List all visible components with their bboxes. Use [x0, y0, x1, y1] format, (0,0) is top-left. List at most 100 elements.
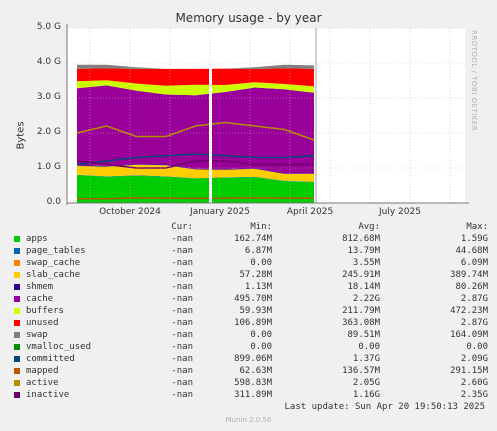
legend-cur: -nan	[171, 270, 193, 280]
legend-name: page_tables	[26, 246, 86, 256]
legend-row: buffers -nan 59.93M 211.79M 472.23M	[12, 306, 492, 318]
x-tick-label: October 2024	[99, 207, 161, 217]
legend-name: vmalloc_used	[26, 342, 92, 352]
legend-row: shmem -nan 1.13M 18.14M 80.26M	[12, 282, 492, 294]
legend-cur: -nan	[171, 294, 193, 304]
legend-row: committed -nan 899.06M 1.37G 2.09G	[12, 354, 492, 366]
legend-swatch	[14, 284, 20, 290]
area-slab-cache	[77, 164, 314, 182]
legend-avg: 13.79M	[347, 246, 380, 256]
legend-cur: -nan	[171, 378, 193, 388]
line-inactive	[76, 160, 314, 169]
legend-max: 291.15M	[450, 366, 488, 376]
legend-max: 164.09M	[450, 330, 488, 340]
legend-name: committed	[26, 354, 75, 364]
area-page-tables	[77, 174, 314, 182]
legend-avg: 2.22G	[352, 294, 380, 304]
legend-min: 1.13M	[244, 282, 272, 292]
line-active	[76, 121, 315, 141]
legend-min: 0.00	[250, 342, 272, 352]
legend-swatch	[14, 344, 20, 350]
legend-name: active	[26, 378, 59, 388]
legend-row: inactive -nan 311.89M 1.16G 2.35G	[12, 390, 492, 402]
legend-swatch	[14, 248, 20, 254]
legend-max: 1.59G	[460, 234, 488, 244]
data-gap	[209, 28, 212, 203]
legend-max: 2.09G	[460, 354, 488, 364]
legend-min: 62.63M	[239, 366, 272, 376]
legend-avg: 18.14M	[347, 282, 380, 292]
legend-max: 0.00	[466, 342, 488, 352]
legend-table: Cur: Min: Avg: Max: apps -nan 162.74M 812.6…	[12, 222, 492, 402]
x-tick-label: April 2025	[286, 207, 334, 217]
legend-swatch	[14, 308, 20, 314]
legend-name: swap	[26, 330, 48, 340]
legend-name: shmem	[26, 282, 54, 292]
legend-avg: 1.37G	[352, 354, 380, 364]
rrdtool-watermark: RRDTOOL / TOBI OETIKER	[470, 30, 478, 132]
line-committed	[76, 153, 315, 166]
legend-swatch	[14, 332, 20, 338]
legend-min: 495.70M	[234, 294, 272, 304]
legend-min: 598.83M	[234, 378, 272, 388]
legend-cur: -nan	[171, 390, 193, 400]
legend-swatch	[14, 236, 20, 242]
y-tick-label: 3.0 G	[36, 92, 61, 102]
legend-max: 80.26M	[455, 282, 488, 292]
line-mapped	[77, 197, 314, 200]
legend-swatch	[14, 356, 20, 362]
header-cur: Cur:	[171, 222, 193, 232]
legend-min: 311.89M	[234, 390, 272, 400]
legend-swatch	[14, 392, 20, 398]
legend-cur: -nan	[171, 330, 193, 340]
area-cache	[77, 85, 314, 174]
legend-swatch	[14, 272, 20, 278]
legend-avg: 136.57M	[342, 366, 380, 376]
legend-max: 2.35G	[460, 390, 488, 400]
legend-cur: -nan	[171, 234, 193, 244]
legend-cur: -nan	[171, 366, 193, 376]
legend-name: apps	[26, 234, 48, 244]
legend-swatch	[14, 296, 20, 302]
legend-row: unused -nan 106.89M 363.08M 2.87G	[12, 318, 492, 330]
legend-cur: -nan	[171, 306, 193, 316]
legend-avg: 89.51M	[347, 330, 380, 340]
y-tick-label: 4.0 G	[36, 57, 61, 67]
legend-row: slab_cache -nan 57.28M 245.91M 389.74M	[12, 270, 492, 282]
legend-max: 389.74M	[450, 270, 488, 280]
legend-name: mapped	[26, 366, 59, 376]
legend-min: 57.28M	[239, 270, 272, 280]
header-min: Min:	[250, 222, 272, 232]
legend-avg: 2.05G	[352, 378, 380, 388]
legend-row: active -nan 598.83M 2.05G 2.60G	[12, 378, 492, 390]
legend-min: 6.87M	[244, 246, 272, 256]
legend-avg: 3.55M	[352, 258, 380, 268]
y-tick-label: 5.0 G	[36, 22, 61, 32]
legend-cur: -nan	[171, 342, 193, 352]
legend-avg: 0.00	[358, 342, 380, 352]
y-tick-label: 2.0 G	[36, 127, 61, 137]
legend-avg: 812.68M	[342, 234, 380, 244]
munin-version: Munin 2.0.56	[225, 416, 272, 424]
legend-cur: -nan	[171, 246, 193, 256]
legend-max: 472.23M	[450, 306, 488, 316]
legend-header: Cur: Min: Avg: Max:	[12, 222, 492, 234]
legend-name: buffers	[26, 306, 64, 316]
legend-min: 899.06M	[234, 354, 272, 364]
legend-cur: -nan	[171, 258, 193, 268]
legend-avg: 363.08M	[342, 318, 380, 328]
legend-row: apps -nan 162.74M 812.68M 1.59G	[12, 234, 492, 246]
y-tick-label: 1.0 G	[36, 162, 61, 172]
legend-row: vmalloc_used -nan 0.00 0.00 0.00	[12, 342, 492, 354]
legend-min: 162.74M	[234, 234, 272, 244]
legend-name: unused	[26, 318, 59, 328]
legend-name: swap_cache	[26, 258, 81, 268]
legend-min: 106.89M	[234, 318, 272, 328]
legend-max: 44.68M	[455, 246, 488, 256]
legend-swatch	[14, 380, 20, 386]
area-apps	[77, 175, 314, 203]
legend-min: 0.00	[250, 258, 272, 268]
x-tick-label: July 2025	[379, 207, 421, 217]
